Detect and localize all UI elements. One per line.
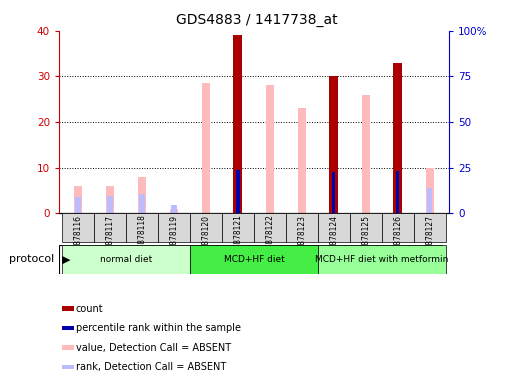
Bar <box>393 63 402 213</box>
Bar <box>426 167 433 213</box>
Bar <box>62 365 74 369</box>
Bar <box>74 186 82 213</box>
FancyBboxPatch shape <box>126 213 158 242</box>
Bar <box>62 326 74 331</box>
Text: GSM878120: GSM878120 <box>202 215 210 261</box>
Bar <box>106 186 114 213</box>
FancyBboxPatch shape <box>350 213 382 242</box>
Text: GSM878119: GSM878119 <box>169 215 179 261</box>
Bar <box>332 172 336 213</box>
Text: GSM878121: GSM878121 <box>233 215 243 260</box>
Text: normal diet: normal diet <box>100 255 152 264</box>
Text: percentile rank within the sample: percentile rank within the sample <box>75 323 241 333</box>
FancyBboxPatch shape <box>318 245 446 274</box>
Text: protocol: protocol <box>9 254 54 265</box>
Bar <box>62 345 74 350</box>
Text: GSM878116: GSM878116 <box>74 215 83 261</box>
Bar <box>266 85 274 213</box>
Text: MCD+HF diet with metformin: MCD+HF diet with metformin <box>315 255 448 264</box>
Text: value, Detection Call = ABSENT: value, Detection Call = ABSENT <box>75 343 231 353</box>
Bar <box>62 306 74 311</box>
FancyBboxPatch shape <box>286 213 318 242</box>
Bar <box>362 94 370 213</box>
FancyBboxPatch shape <box>413 213 446 242</box>
FancyBboxPatch shape <box>382 213 413 242</box>
FancyBboxPatch shape <box>190 213 222 242</box>
Bar <box>427 189 432 213</box>
Bar <box>107 196 113 213</box>
Text: ▶: ▶ <box>62 254 70 265</box>
Text: GSM878122: GSM878122 <box>265 215 274 260</box>
Bar <box>236 170 240 213</box>
FancyBboxPatch shape <box>94 213 126 242</box>
FancyBboxPatch shape <box>62 245 190 274</box>
FancyBboxPatch shape <box>222 213 254 242</box>
Bar <box>233 35 243 213</box>
Text: MCD+HF diet: MCD+HF diet <box>224 255 284 264</box>
Text: GSM878127: GSM878127 <box>425 215 434 261</box>
Bar <box>329 76 338 213</box>
FancyBboxPatch shape <box>318 213 350 242</box>
Text: rank, Detection Call = ABSENT: rank, Detection Call = ABSENT <box>75 362 226 372</box>
Text: GSM878124: GSM878124 <box>329 215 339 261</box>
Text: GSM878123: GSM878123 <box>298 215 306 261</box>
FancyBboxPatch shape <box>62 213 94 242</box>
FancyBboxPatch shape <box>158 213 190 242</box>
Text: GSM878126: GSM878126 <box>393 215 402 261</box>
Text: GDS4883 / 1417738_at: GDS4883 / 1417738_at <box>175 13 338 27</box>
Text: GSM878125: GSM878125 <box>361 215 370 261</box>
Bar <box>138 177 146 213</box>
Bar <box>396 171 399 213</box>
Bar <box>75 197 81 213</box>
FancyBboxPatch shape <box>254 213 286 242</box>
Text: count: count <box>75 304 103 314</box>
Text: GSM878117: GSM878117 <box>106 215 114 261</box>
FancyBboxPatch shape <box>190 245 318 274</box>
Bar <box>202 83 210 213</box>
Text: GSM878118: GSM878118 <box>137 215 147 260</box>
Bar <box>298 108 306 213</box>
Bar <box>171 205 177 213</box>
Bar <box>140 194 145 213</box>
Bar <box>170 209 178 213</box>
